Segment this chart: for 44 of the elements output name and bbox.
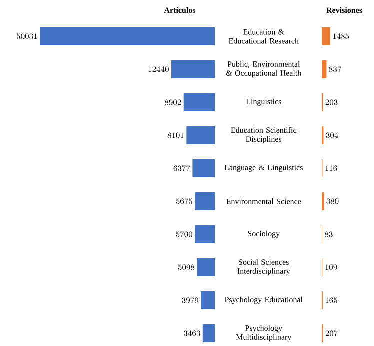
data-label: 8902	[165, 100, 182, 106]
y-tick-label: Language & Linguistics	[224, 164, 303, 172]
data-label: 116	[326, 166, 338, 172]
chart-title: Revisiones	[326, 8, 362, 14]
data-label: 207	[326, 330, 338, 336]
data-label: 304	[326, 132, 338, 138]
bar	[195, 226, 215, 244]
bar	[40, 28, 215, 46]
y-tick-label: Education Scientific Disciplines	[231, 127, 297, 144]
data-label: 8101	[168, 132, 184, 138]
y-tick-label: Education & Educational Research	[229, 29, 299, 44]
bar	[186, 126, 215, 145]
data-label: 1485	[333, 34, 350, 40]
data-label: 6377	[174, 166, 190, 172]
data-label: 5098	[178, 264, 195, 270]
bar	[322, 60, 327, 78]
data-label: 3463	[184, 330, 200, 336]
y-tick-label: Sociology	[248, 230, 280, 238]
data-label: 203	[326, 100, 338, 106]
bar	[197, 258, 215, 277]
data-label: 837	[329, 66, 342, 72]
data-label: 5675	[176, 198, 193, 204]
data-label: 83	[325, 232, 333, 238]
data-label: 50031	[16, 34, 38, 40]
data-label: 109	[326, 264, 338, 270]
y-tick-label: Linguistics	[246, 98, 282, 106]
bar	[202, 324, 215, 343]
data-label: 165	[326, 298, 338, 304]
data-label: 380	[326, 198, 339, 204]
y-tick-label: Public, Environmental & Occupational Health	[226, 61, 302, 78]
y-tick-label: Environmental Science	[226, 198, 302, 204]
bar	[322, 28, 330, 46]
bar	[192, 160, 215, 178]
bar	[201, 292, 215, 310]
chart-title: Artículos	[164, 7, 196, 14]
data-label: 5700	[176, 232, 193, 238]
y-tick-label: Social Sciences Interdisciplinary	[238, 259, 290, 276]
bar	[195, 192, 215, 211]
data-label: 3979	[182, 298, 199, 304]
bar	[184, 94, 215, 112]
y-tick-label: Psychology Multidisciplinary	[236, 325, 292, 342]
data-label: 12440	[148, 66, 169, 72]
y-tick-label: Psychology Educational	[224, 296, 303, 304]
bar	[171, 60, 215, 78]
